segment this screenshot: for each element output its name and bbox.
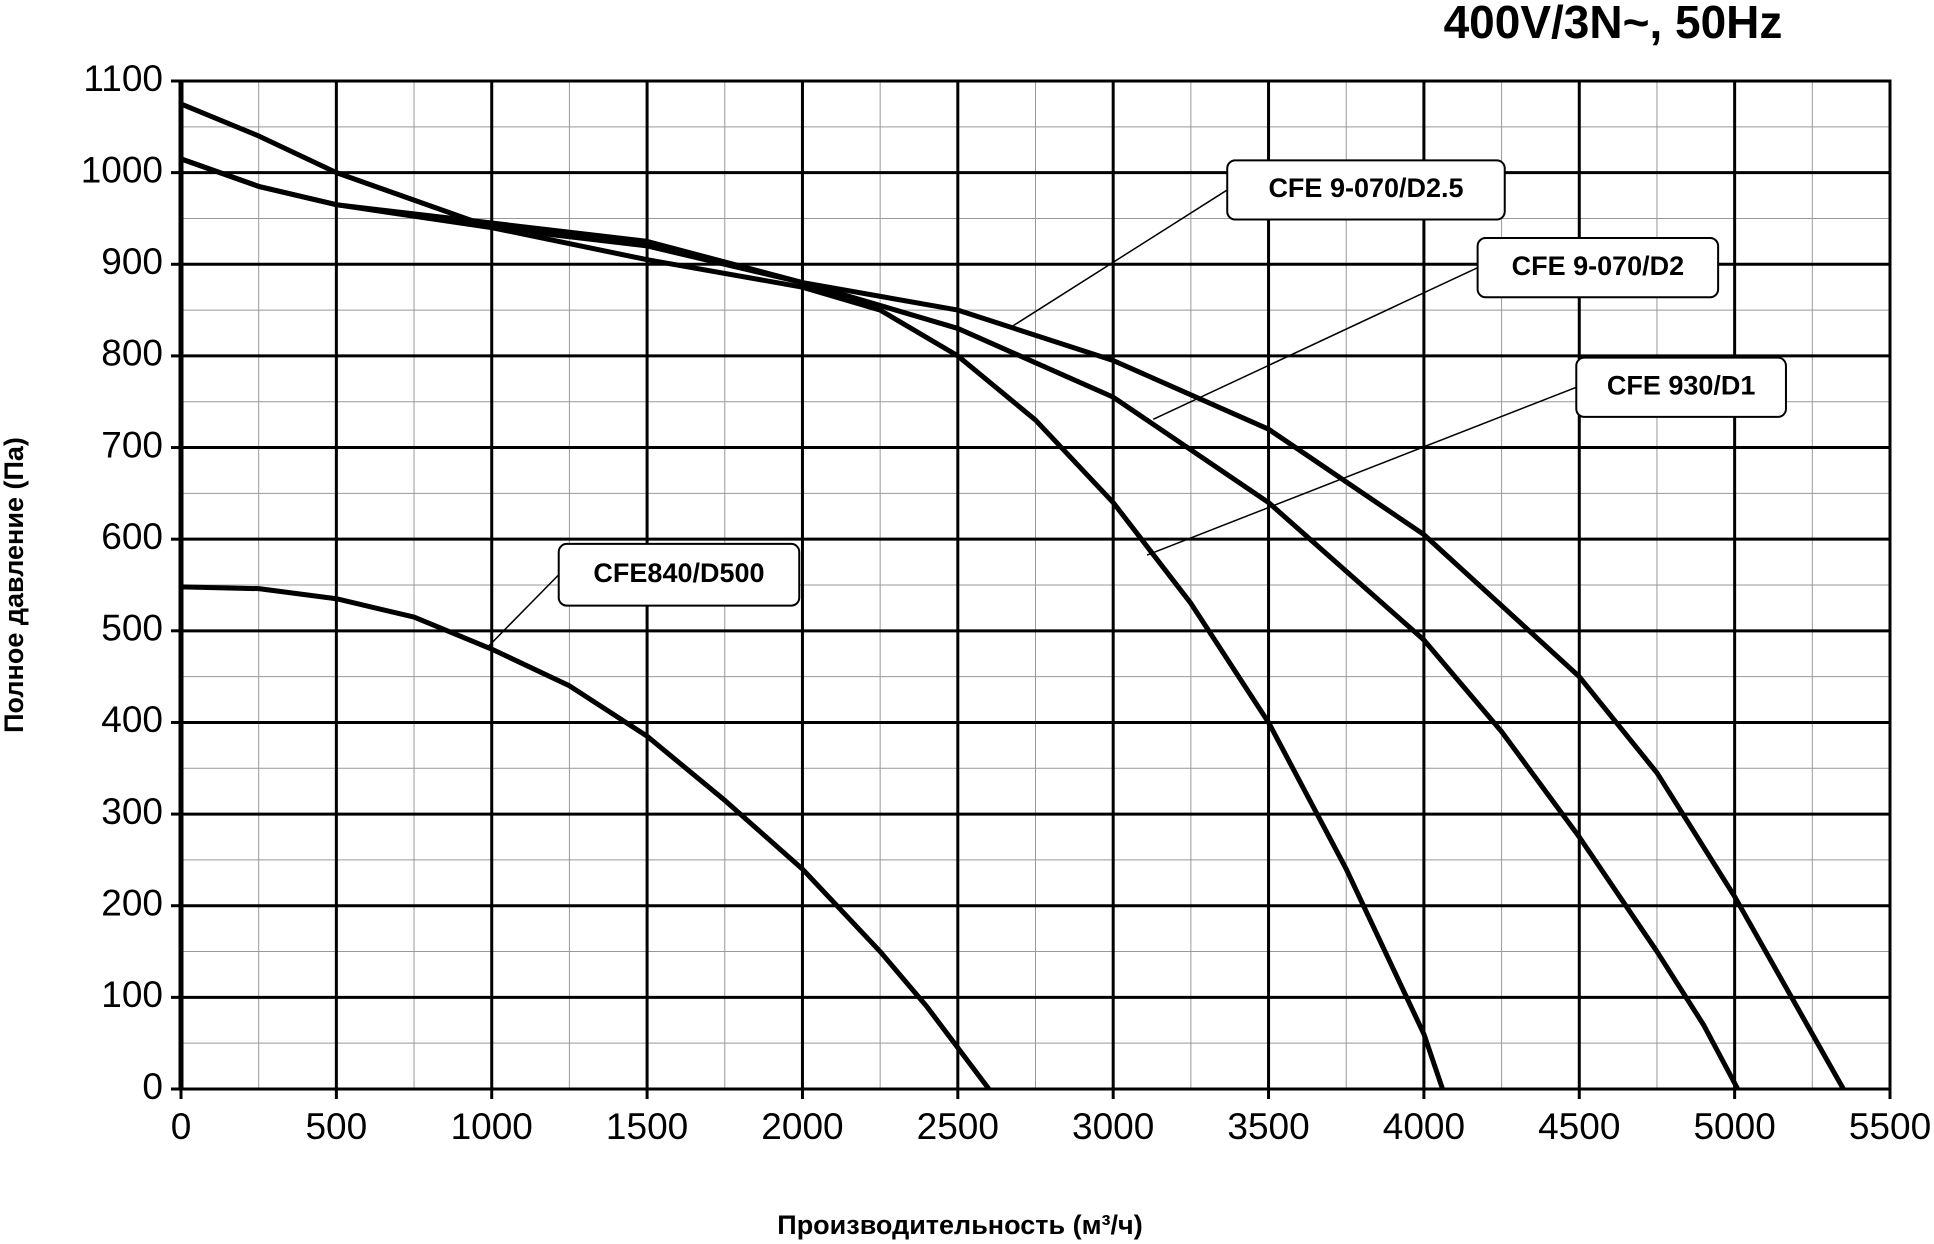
curve (180, 156, 1846, 1091)
y-tick-label: 300 (101, 791, 163, 832)
y-tick-label: 900 (101, 241, 163, 282)
x-tick-label: 5000 (1693, 1106, 1775, 1147)
x-axis-label: Производительность (м³/ч) (777, 1210, 1142, 1240)
x-tick-label: 5500 (1849, 1106, 1931, 1147)
curve (180, 584, 991, 1091)
x-tick-label: 0 (171, 1106, 192, 1147)
legend-box (1226, 159, 1506, 221)
legend-box (1476, 237, 1720, 299)
y-axis-label: Полное давление (Па) (0, 437, 29, 733)
x-tick-label: 2500 (917, 1106, 999, 1147)
legend-label: CFE 9-070/D2.5 (1268, 173, 1463, 203)
x-tick-label: 3500 (1227, 1106, 1309, 1147)
y-tick-label: 1000 (81, 149, 163, 190)
x-tick-label: 2000 (761, 1106, 843, 1147)
x-tick-label: 500 (305, 1106, 367, 1147)
legend-box (557, 542, 801, 607)
leader-line (486, 574, 560, 649)
x-tick-label: 4500 (1538, 1106, 1620, 1147)
x-tick-label: 3000 (1072, 1106, 1154, 1147)
y-tick-label: 0 (142, 1066, 163, 1107)
legend-label: CFE 9-070/D2 (1512, 251, 1685, 281)
y-tick-label: 600 (101, 516, 163, 557)
y-tick-label: 200 (101, 883, 163, 924)
legend-label: CFE840/D500 (593, 558, 764, 588)
curve (180, 101, 1445, 1090)
x-tick-label: 4000 (1383, 1106, 1465, 1147)
y-tick-label: 800 (101, 333, 163, 374)
y-tick-label: 700 (101, 424, 163, 465)
legend-box (1575, 356, 1787, 418)
x-tick-label: 1500 (606, 1106, 688, 1147)
leader-line (1146, 386, 1577, 556)
y-tick-label: 1100 (83, 58, 163, 99)
legend-label: CFE 930/D1 (1607, 370, 1756, 400)
y-tick-label: 400 (101, 699, 163, 740)
y-tick-label: 100 (101, 974, 163, 1015)
y-tick-label: 500 (101, 608, 163, 649)
x-tick-label: 1000 (451, 1106, 533, 1147)
chart-title: 400V/3N~, 50Hz (1444, 0, 1783, 48)
leader-line (1152, 266, 1478, 421)
leader-line (1010, 189, 1228, 328)
